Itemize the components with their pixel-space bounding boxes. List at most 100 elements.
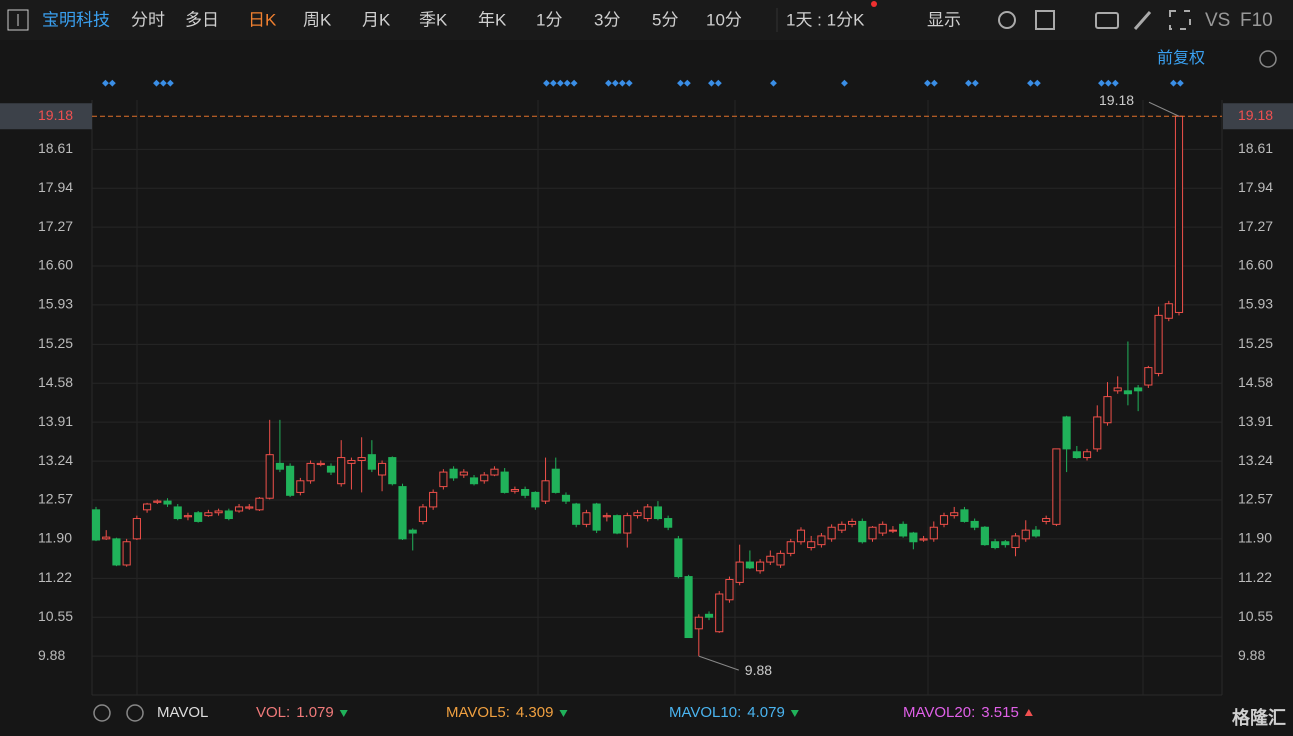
y-tick-label: 14.58 — [38, 374, 73, 390]
vs-button[interactable]: VS — [1205, 10, 1230, 31]
tab[interactable]: 分时 — [131, 10, 165, 29]
candle-body — [204, 512, 213, 517]
svg-text:◆◆: ◆◆ — [102, 77, 116, 87]
candle-body — [551, 468, 560, 493]
candle-body — [572, 503, 581, 525]
svg-text:◆◆: ◆◆ — [1170, 77, 1184, 87]
indicator-settings[interactable] — [93, 704, 111, 722]
tab[interactable]: 季K — [419, 10, 448, 29]
tab[interactable]: 年K — [478, 10, 507, 29]
candle-body — [510, 489, 519, 492]
candle-body — [694, 616, 703, 630]
last-price-label: 19.18 — [38, 107, 73, 123]
candle-body — [143, 503, 152, 511]
candle-body — [602, 515, 611, 518]
tab[interactable]: 周K — [303, 10, 332, 29]
candle-body — [623, 515, 632, 534]
candle-body — [909, 532, 918, 543]
event-markers: ◆◆ ◆◆◆ ◆◆◆◆◆ ◆◆◆◆ ◆◆ ◆◆ ◆ ◆ ◆◆ ◆◆ ◆◆ ◆◆◆ ◆◆ — [102, 77, 1184, 87]
candle-body — [1052, 448, 1061, 525]
menu-icon[interactable] — [7, 9, 29, 31]
candle-body — [796, 529, 806, 543]
candle-body — [684, 576, 693, 639]
y-tick-label: 9.88 — [38, 647, 65, 663]
svg-text:◆◆◆◆: ◆◆◆◆ — [605, 77, 633, 87]
y-tick-label-right: 12.57 — [1238, 491, 1273, 507]
indicator-close[interactable] — [126, 704, 144, 722]
candle-body — [868, 526, 877, 540]
y-tick-label: 13.91 — [38, 413, 73, 429]
candle-body — [255, 497, 264, 511]
f10-button[interactable]: F10 — [1240, 10, 1273, 31]
fullscreen-icon[interactable] — [1169, 10, 1191, 30]
last-price-label-right: 19.18 — [1238, 107, 1273, 123]
tab[interactable]: 月K — [362, 10, 391, 29]
high-leader — [1148, 101, 1180, 117]
tabs: 分时 多日 日K 周K 月K 季K 年K 1分 3分 5分 10分 — [131, 10, 742, 29]
candle-body — [541, 480, 550, 502]
tab[interactable]: 多日 — [185, 10, 219, 29]
tab[interactable]: 10分 — [706, 10, 742, 29]
candle-body — [224, 510, 233, 520]
candle-body — [674, 538, 683, 578]
candle-body — [163, 500, 172, 505]
tab[interactable]: 5分 — [652, 10, 678, 29]
zoom-out[interactable] — [1259, 50, 1277, 68]
y-tick-label: 15.25 — [38, 335, 73, 351]
candle-body — [827, 526, 836, 540]
last-price-box — [0, 103, 92, 130]
candle-body — [786, 541, 795, 554]
candle-body — [991, 541, 1000, 549]
tab[interactable]: 1分 — [536, 10, 562, 29]
candle-body — [153, 500, 162, 503]
y-tick-label-right: 16.60 — [1238, 257, 1273, 273]
y-tick-label-right: 10.55 — [1238, 608, 1273, 624]
candle-body — [592, 503, 601, 531]
adjust-mode[interactable]: 前复权 — [1157, 49, 1205, 67]
candle-body — [449, 468, 458, 479]
watermark: 格隆汇 — [1232, 707, 1286, 728]
y-tick-label-right: 15.93 — [1238, 296, 1273, 312]
candle-body — [367, 454, 376, 470]
candle-body — [429, 491, 438, 508]
stock-name[interactable]: 宝明科技 — [42, 10, 110, 29]
candle-body — [1021, 529, 1030, 540]
candle-body — [1062, 416, 1071, 450]
indicator-values: VOL: 1.079 MAVOL5: 4.309 MAVOL10: 4.079 MAVOL2… — [256, 704, 1033, 721]
candle-body — [480, 474, 489, 482]
y-tick-label-right: 17.27 — [1238, 218, 1273, 234]
candle-body — [950, 512, 959, 517]
pen-icon[interactable] — [1133, 11, 1152, 30]
candle-body — [1164, 303, 1173, 319]
settings-icon[interactable] — [998, 11, 1016, 29]
candle-body — [980, 526, 989, 546]
y-tick-label-right: 15.25 — [1238, 335, 1273, 351]
candle-body — [837, 523, 846, 531]
candle-body — [725, 578, 734, 601]
indicator-value: 4.309 — [516, 704, 554, 721]
candle-body — [715, 593, 724, 633]
tab[interactable]: 3分 — [594, 10, 620, 29]
y-tick-label-right: 9.88 — [1238, 647, 1265, 663]
y-tick-label-right: 13.91 — [1238, 413, 1273, 429]
y-tick-label: 11.22 — [38, 569, 72, 585]
candle-body — [745, 561, 754, 569]
camera-icon[interactable] — [1095, 12, 1119, 29]
candle-body — [817, 535, 826, 546]
toolbar — [0, 0, 1293, 40]
tab[interactable]: 日K — [248, 10, 277, 29]
display-menu[interactable]: 显示 — [927, 10, 961, 29]
box-icon[interactable] — [1035, 10, 1055, 30]
y-tick-label: 16.60 — [38, 257, 73, 273]
candle-body — [214, 510, 223, 514]
candle-body — [112, 538, 121, 566]
candle-body — [1031, 529, 1041, 537]
candle-body — [633, 512, 642, 517]
period-select[interactable]: 1天 : 1分K — [786, 10, 865, 29]
indicator-value: 3.515 — [981, 704, 1019, 721]
indicator-name[interactable]: MAVOL — [157, 704, 208, 721]
last-price-box — [1223, 103, 1293, 130]
y-tick-label: 11.90 — [38, 530, 72, 546]
